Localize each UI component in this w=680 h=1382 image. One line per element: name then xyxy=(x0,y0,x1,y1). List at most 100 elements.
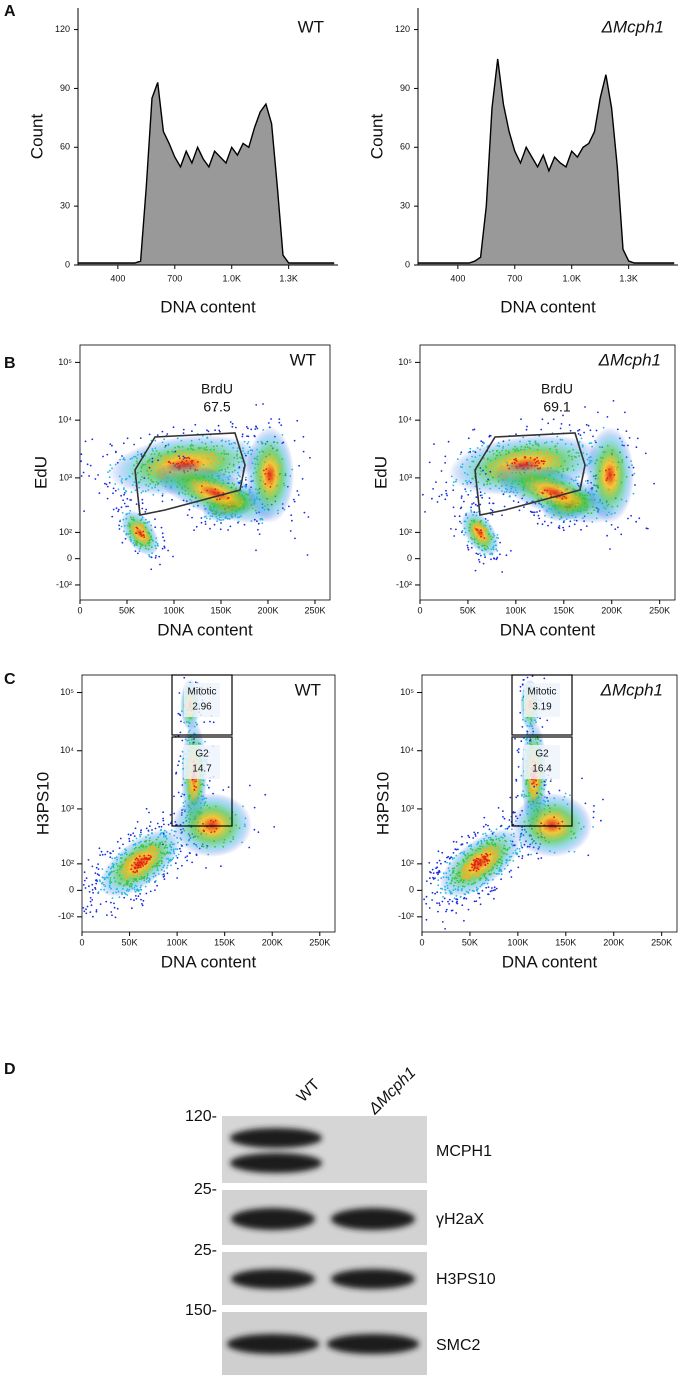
density-dot xyxy=(522,696,524,699)
density-dot xyxy=(606,534,608,537)
density-dot xyxy=(247,450,250,453)
density-dot xyxy=(467,540,470,543)
density-dot xyxy=(489,838,492,841)
density-dot xyxy=(218,516,221,519)
density-dot xyxy=(582,452,584,454)
density-dot xyxy=(123,530,125,533)
density-dot xyxy=(151,460,154,463)
y-tick-label: 10³ xyxy=(59,472,72,482)
density-dot xyxy=(150,524,153,527)
density-dot xyxy=(592,435,594,438)
density-dot xyxy=(176,877,179,879)
density-dot xyxy=(157,464,160,467)
density-dot xyxy=(182,808,184,811)
density-dot xyxy=(497,459,500,462)
density-dot xyxy=(493,557,495,559)
density-dot xyxy=(113,902,115,905)
density-dot xyxy=(88,891,91,893)
density-dot xyxy=(140,525,143,527)
density-dot xyxy=(444,860,447,863)
x-tick-label: 100K xyxy=(505,605,526,615)
density-dot xyxy=(621,440,623,443)
density-dot xyxy=(559,438,562,441)
density-dot xyxy=(154,447,157,450)
density-dot xyxy=(169,814,172,816)
density-dot xyxy=(523,448,526,451)
density-dot xyxy=(191,743,194,745)
density-dot xyxy=(187,795,190,798)
density-dot xyxy=(205,517,208,520)
density-dot xyxy=(559,427,562,430)
density-dot xyxy=(202,845,205,848)
density-dot xyxy=(573,850,576,853)
density-dot xyxy=(431,868,434,871)
density-dot xyxy=(228,471,230,474)
density-dot xyxy=(133,519,136,521)
density-dot xyxy=(581,493,583,496)
density-dot xyxy=(183,451,186,454)
density-dot xyxy=(501,449,503,452)
density-dot xyxy=(464,854,467,857)
density-dot xyxy=(474,833,477,836)
density-dot xyxy=(136,821,139,823)
density-dot xyxy=(163,873,165,875)
density-dot xyxy=(577,475,580,478)
gate-name: Mitotic xyxy=(188,687,217,698)
density-dot xyxy=(134,827,137,830)
density-dot xyxy=(502,493,505,496)
density-dot xyxy=(144,885,147,888)
density-dot xyxy=(462,879,465,882)
histogram-line xyxy=(78,82,335,264)
density-dot xyxy=(531,725,533,728)
density-dot xyxy=(167,549,170,552)
density-dot xyxy=(176,451,179,453)
density-dot xyxy=(216,498,219,501)
x-tick-label: 400 xyxy=(450,273,465,283)
density-dot xyxy=(195,790,198,792)
density-dot xyxy=(592,816,595,819)
density-dot xyxy=(585,506,588,509)
density-dot xyxy=(222,789,225,791)
density-dot xyxy=(134,851,137,854)
density-dot xyxy=(124,848,126,850)
protein-label: H3PS10 xyxy=(436,1271,496,1288)
density-dot xyxy=(136,462,139,464)
density-dot xyxy=(137,859,140,861)
histogram-area xyxy=(418,59,675,265)
density-dot xyxy=(217,424,220,427)
density-dot xyxy=(166,872,169,875)
density-dot xyxy=(491,468,494,471)
density-dot xyxy=(154,526,157,529)
plot-title: ΔMcph1 xyxy=(600,680,663,699)
density-dot xyxy=(478,525,481,527)
density-dot xyxy=(526,742,529,744)
density-dot xyxy=(138,481,140,483)
density-dot xyxy=(485,521,487,524)
density-dot xyxy=(449,891,452,894)
density-dot xyxy=(456,879,459,882)
density-dot xyxy=(520,842,522,844)
density-dot xyxy=(136,870,139,873)
density-dot xyxy=(142,845,145,848)
x-tick-label: 250K xyxy=(649,605,670,615)
density-dot xyxy=(444,498,447,501)
density-dot xyxy=(522,494,525,497)
density-dot xyxy=(479,552,481,555)
density-dot xyxy=(496,550,499,552)
density-dot xyxy=(146,876,149,879)
density-dot xyxy=(159,833,162,836)
density-dot xyxy=(473,541,476,544)
density-dot xyxy=(160,862,163,865)
density-dot xyxy=(170,841,173,844)
density-dot xyxy=(151,866,154,868)
density-dot xyxy=(460,522,463,524)
density-dot xyxy=(569,520,572,523)
density-dot xyxy=(111,857,114,860)
gate-percent: 67.5 xyxy=(203,399,230,415)
density-dot xyxy=(521,758,524,760)
gate-percent: 3.19 xyxy=(532,702,552,713)
density-dot xyxy=(259,518,262,521)
density-dot xyxy=(106,914,108,916)
density-dot xyxy=(189,789,192,792)
density-dot xyxy=(557,484,559,487)
